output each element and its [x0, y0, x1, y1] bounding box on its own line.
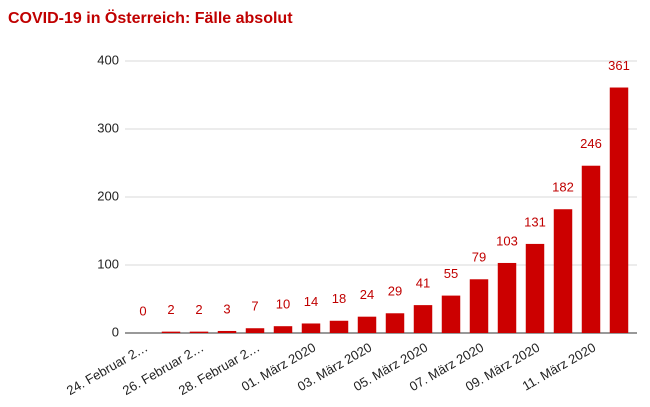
bar [357, 316, 377, 333]
y-tick-label: 300 [97, 120, 119, 135]
bar [441, 295, 461, 333]
y-tick-label: 100 [97, 256, 119, 271]
chart-title: COVID-19 in Österreich: Fälle absolut [8, 8, 293, 27]
y-tick-label: 0 [112, 324, 119, 339]
data-label: 2 [167, 302, 174, 317]
data-label: 41 [416, 276, 430, 291]
bar [301, 323, 321, 333]
data-label: 29 [388, 284, 402, 299]
bar [385, 313, 405, 333]
data-label: 55 [444, 266, 458, 281]
data-label: 10 [276, 297, 290, 312]
bar [273, 326, 293, 333]
bar [413, 305, 433, 333]
data-label: 3 [223, 301, 230, 316]
data-label: 18 [332, 291, 346, 306]
bar [161, 331, 181, 333]
bar [497, 262, 517, 333]
data-label: 0 [139, 303, 146, 318]
bar [469, 279, 489, 333]
data-label: 246 [580, 136, 602, 151]
data-label: 24 [360, 287, 374, 302]
data-label: 103 [496, 233, 518, 248]
data-label: 182 [552, 180, 574, 195]
data-label: 7 [251, 299, 258, 314]
data-label: 2 [195, 302, 202, 317]
y-tick-label: 200 [97, 188, 119, 203]
bar [581, 165, 601, 333]
data-label: 361 [608, 58, 630, 73]
bar [245, 328, 265, 333]
y-tick-label: 400 [97, 52, 119, 67]
bar [553, 209, 573, 333]
bar [189, 331, 209, 333]
data-label: 14 [304, 294, 318, 309]
bar [525, 243, 545, 333]
bar [217, 330, 237, 333]
bar [609, 87, 629, 334]
data-label: 79 [472, 250, 486, 265]
bar [329, 320, 349, 333]
data-label: 131 [524, 214, 546, 229]
